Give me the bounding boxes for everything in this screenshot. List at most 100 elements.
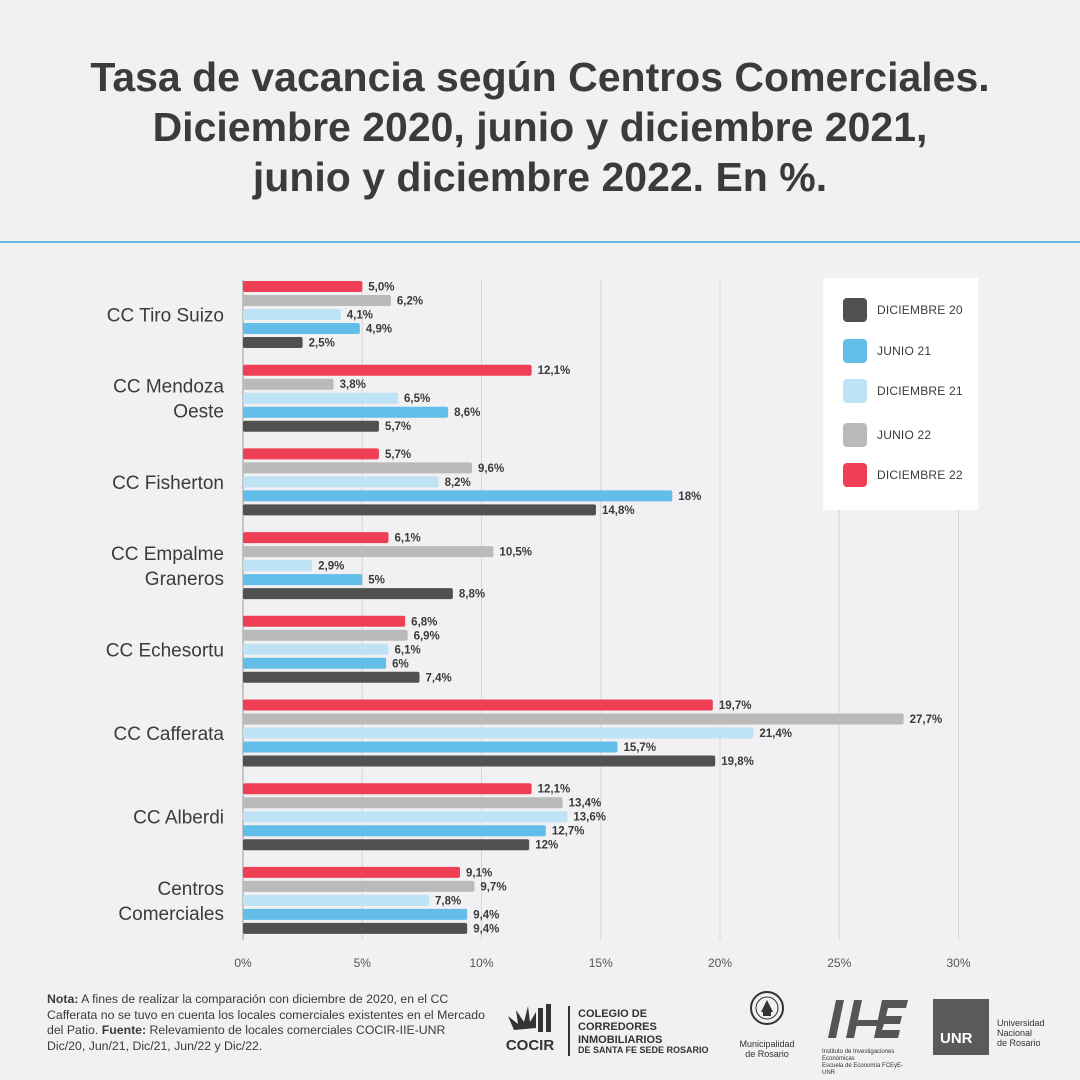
data-label: 9,4% (473, 923, 499, 935)
data-label: 5,7% (385, 421, 411, 433)
data-label: 5% (368, 575, 385, 587)
bar-dic20 (243, 922, 468, 934)
bar-jun22 (243, 378, 334, 390)
bar-dic22 (243, 615, 406, 627)
data-label: 12,1% (538, 365, 571, 377)
category-label: Oeste (173, 402, 224, 423)
bar-dic22 (243, 783, 532, 795)
unr-line: Universidad (997, 1018, 1045, 1028)
category-label: CC Fisherton (112, 473, 224, 494)
bar-dic22 (243, 532, 389, 544)
data-label: 27,7% (910, 714, 943, 726)
bar-dic20 (243, 755, 716, 767)
bar-dic21 (243, 643, 389, 655)
data-label: 15,7% (623, 742, 656, 754)
bar-jun22 (243, 629, 408, 641)
legend: DICIEMBRE 20 JUNIO 21 DICIEMBRE 21 JUNIO… (823, 278, 978, 510)
legend-label: JUNIO 22 (877, 428, 932, 442)
bar-jun21 (243, 741, 618, 753)
unr-line: de Rosario (997, 1038, 1041, 1048)
bar-dic22 (243, 281, 363, 292)
legend-swatch-jun21 (843, 339, 867, 363)
bar-jun21 (243, 323, 360, 334)
bar-dic22 (243, 364, 532, 376)
unr-short: UNR (940, 1030, 973, 1047)
data-label: 2,9% (318, 561, 344, 573)
category-label: CC Mendoza (113, 377, 224, 398)
bar-jun21 (243, 574, 363, 586)
legend-item-dic21: DICIEMBRE 21 (843, 379, 963, 403)
data-label: 19,7% (719, 700, 752, 712)
note-text: A fines de realizar la comparación con d… (47, 992, 485, 1037)
data-label: 12,7% (552, 826, 585, 838)
data-label: 21,4% (759, 728, 792, 740)
legend-item-jun21: JUNIO 21 (843, 339, 931, 363)
data-label: 8,6% (454, 407, 480, 419)
bar-jun21 (243, 908, 468, 920)
bar-dic21 (243, 476, 439, 488)
data-label: 12% (535, 840, 558, 852)
data-label: 10,5% (499, 547, 532, 559)
legend-swatch-dic21 (843, 379, 867, 403)
chart-title: Tasa de vacancia según Centros Comercial… (0, 52, 1080, 202)
bar-jun22 (243, 713, 904, 725)
iie-mark-icon (828, 1000, 908, 1038)
x-tick-label: 25% (827, 956, 851, 970)
data-label: 6,9% (414, 630, 440, 642)
legend-item-dic20: DICIEMBRE 20 (843, 298, 963, 322)
data-label: 8,2% (445, 477, 471, 489)
iie-logo: Instituto de Investigaciones Económicas … (822, 994, 914, 1077)
data-label: 19,8% (721, 756, 754, 768)
bar-dic21 (243, 894, 430, 906)
data-label: 12,1% (538, 784, 571, 796)
x-tick-label: 30% (946, 956, 970, 970)
category-label: CC Cafferata (113, 724, 224, 745)
title-line: Diciembre 2020, junio y diciembre 2021, (152, 104, 928, 150)
bar-dic20 (243, 337, 303, 348)
legend-label: DICIEMBRE 21 (877, 384, 963, 398)
x-tick-label: 0% (234, 956, 252, 970)
category-label: Centros (157, 879, 224, 900)
data-label: 6,5% (404, 393, 430, 405)
title-line: Tasa de vacancia según Centros Comercial… (90, 54, 990, 100)
cocir-line: COLEGIO DE CORREDORES (578, 1008, 657, 1033)
x-tick-label: 10% (469, 956, 493, 970)
note-label: Nota: (47, 992, 79, 1006)
category-label: Graneros (145, 569, 224, 590)
data-label: 9,4% (473, 909, 499, 921)
data-label: 4,9% (366, 324, 392, 336)
data-label: 7,8% (435, 895, 461, 907)
unr-name: Universidad Nacional de Rosario (997, 1018, 1045, 1048)
iie-line: Instituto de Investigaciones Económicas (822, 1049, 895, 1062)
bar-dic21 (243, 727, 754, 739)
municipalidad-logo: Municipalidad de Rosario (732, 990, 802, 1059)
source-text: Relevamiento de locales comerciales COCI… (47, 1023, 446, 1053)
data-label: 3,8% (340, 379, 366, 391)
category-label: Comerciales (118, 904, 224, 925)
data-label: 14,8% (602, 505, 635, 517)
bar-dic20 (243, 839, 530, 851)
muni-line: de Rosario (745, 1049, 789, 1059)
cocir-logo-icon: COCIR (506, 1004, 554, 1054)
category-label: CC Tiro Suizo (107, 306, 224, 327)
bar-dic21 (243, 811, 568, 823)
legend-swatch-jun22 (843, 423, 867, 447)
title-divider (0, 241, 1080, 243)
bar-jun22 (243, 797, 563, 809)
data-label: 8,8% (459, 589, 485, 601)
data-label: 5,0% (368, 282, 394, 294)
bar-dic20 (243, 504, 596, 516)
x-tick-label: 5% (354, 956, 372, 970)
data-label: 7,4% (425, 672, 451, 684)
data-label: 9,1% (466, 867, 492, 879)
x-tick-label: 15% (589, 956, 613, 970)
source-label: Fuente: (101, 1023, 147, 1037)
iie-line: Escuela de Economía FCEyE-UNR (822, 1063, 904, 1076)
data-label: 6,2% (397, 296, 423, 308)
bar-jun21 (243, 657, 387, 669)
data-label: 13,6% (573, 812, 606, 824)
data-label: 6,1% (394, 644, 420, 656)
bar-jun21 (243, 490, 673, 502)
footnote: Nota: A fines de realizar la comparación… (47, 992, 487, 1054)
